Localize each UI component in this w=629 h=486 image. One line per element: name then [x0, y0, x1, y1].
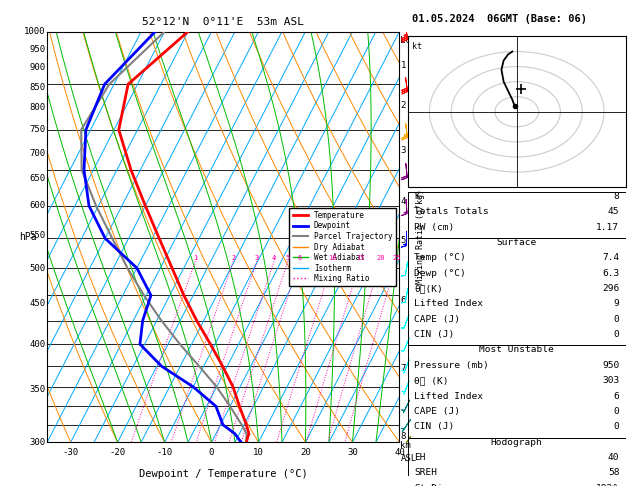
Text: -10: -10 — [157, 449, 172, 457]
Text: 500: 500 — [30, 263, 45, 273]
Text: SREH: SREH — [414, 469, 437, 477]
Text: 700: 700 — [30, 149, 45, 158]
Text: 303: 303 — [602, 376, 620, 385]
Text: 850: 850 — [30, 83, 45, 91]
Text: 0: 0 — [613, 407, 620, 416]
Text: 192°: 192° — [596, 484, 620, 486]
Text: 950: 950 — [30, 45, 45, 53]
Text: 20: 20 — [300, 449, 311, 457]
Text: km: km — [401, 441, 411, 451]
Text: PW (cm): PW (cm) — [414, 223, 454, 232]
Text: 1: 1 — [194, 255, 198, 260]
Text: 1.17: 1.17 — [596, 223, 620, 232]
Text: 296: 296 — [602, 284, 620, 293]
Text: 20: 20 — [376, 255, 385, 260]
Text: 750: 750 — [30, 125, 45, 134]
Text: Pressure (mb): Pressure (mb) — [414, 361, 489, 370]
Text: Hodograph: Hodograph — [491, 437, 543, 447]
Text: CAPE (J): CAPE (J) — [414, 315, 460, 324]
Text: 0: 0 — [613, 315, 620, 324]
Text: 15: 15 — [356, 255, 365, 260]
Text: 0: 0 — [209, 449, 214, 457]
Text: 2: 2 — [231, 255, 236, 260]
Text: Dewpoint / Temperature (°C): Dewpoint / Temperature (°C) — [139, 469, 308, 479]
Text: 8: 8 — [401, 432, 406, 441]
Text: 300: 300 — [30, 438, 45, 447]
Text: 0: 0 — [613, 422, 620, 431]
Text: 5: 5 — [401, 236, 406, 245]
Text: θᴄ(K): θᴄ(K) — [414, 284, 443, 293]
Text: StmDir: StmDir — [414, 484, 448, 486]
Text: -20: -20 — [109, 449, 126, 457]
Text: 8: 8 — [613, 192, 620, 201]
Text: 7: 7 — [401, 364, 406, 373]
Text: 600: 600 — [30, 201, 45, 210]
Text: Lifted Index: Lifted Index — [414, 392, 483, 400]
Text: CIN (J): CIN (J) — [414, 330, 454, 339]
Text: 7.4: 7.4 — [602, 253, 620, 262]
Text: 1000: 1000 — [24, 27, 45, 36]
Text: Temp (°C): Temp (°C) — [414, 253, 466, 262]
Text: Mixing Ratio (g/kg): Mixing Ratio (g/kg) — [416, 190, 425, 284]
Text: 450: 450 — [30, 299, 45, 309]
Text: CIN (J): CIN (J) — [414, 422, 454, 431]
Text: kt: kt — [412, 42, 422, 52]
Text: LCL: LCL — [401, 36, 416, 45]
Text: hPa: hPa — [19, 232, 36, 242]
Text: 5: 5 — [286, 255, 290, 260]
Text: 950: 950 — [602, 361, 620, 370]
Legend: Temperature, Dewpoint, Parcel Trajectory, Dry Adiabat, Wet Adiabat, Isotherm, Mi: Temperature, Dewpoint, Parcel Trajectory… — [289, 208, 396, 286]
Text: Surface: Surface — [497, 238, 537, 247]
Text: 25: 25 — [392, 255, 401, 260]
Text: 30: 30 — [347, 449, 358, 457]
Text: 800: 800 — [30, 103, 45, 112]
Text: 6: 6 — [298, 255, 302, 260]
Text: Lifted Index: Lifted Index — [414, 299, 483, 309]
Text: 550: 550 — [30, 231, 45, 240]
Text: 3: 3 — [401, 146, 406, 156]
Text: 9: 9 — [613, 299, 620, 309]
Text: 1: 1 — [401, 61, 406, 70]
Text: 40: 40 — [608, 453, 620, 462]
Text: 6.3: 6.3 — [602, 269, 620, 278]
Text: -30: -30 — [63, 449, 79, 457]
Text: Most Unstable: Most Unstable — [479, 346, 554, 354]
Text: 6: 6 — [401, 295, 406, 305]
Text: 650: 650 — [30, 174, 45, 183]
Text: CAPE (J): CAPE (J) — [414, 407, 460, 416]
Text: 10: 10 — [328, 255, 337, 260]
Text: 52°12'N  0°11'E  53m ASL: 52°12'N 0°11'E 53m ASL — [142, 17, 304, 27]
Text: 01.05.2024  06GMT (Base: 06): 01.05.2024 06GMT (Base: 06) — [412, 15, 587, 24]
Text: 3: 3 — [255, 255, 259, 260]
Text: 2: 2 — [401, 101, 406, 110]
Text: 400: 400 — [30, 340, 45, 348]
Text: 45: 45 — [608, 208, 620, 216]
Text: Totals Totals: Totals Totals — [414, 208, 489, 216]
Text: 40: 40 — [394, 449, 405, 457]
Text: 4: 4 — [401, 197, 406, 206]
Text: 4: 4 — [272, 255, 276, 260]
Text: 0: 0 — [613, 330, 620, 339]
Text: ASL: ASL — [401, 454, 416, 463]
Text: 58: 58 — [608, 469, 620, 477]
Text: 350: 350 — [30, 385, 45, 394]
Text: θᴄ (K): θᴄ (K) — [414, 376, 448, 385]
Text: EH: EH — [414, 453, 426, 462]
Text: 6: 6 — [613, 392, 620, 400]
Text: K: K — [414, 192, 420, 201]
Text: 900: 900 — [30, 63, 45, 72]
Text: Dewp (°C): Dewp (°C) — [414, 269, 466, 278]
Text: 10: 10 — [253, 449, 264, 457]
